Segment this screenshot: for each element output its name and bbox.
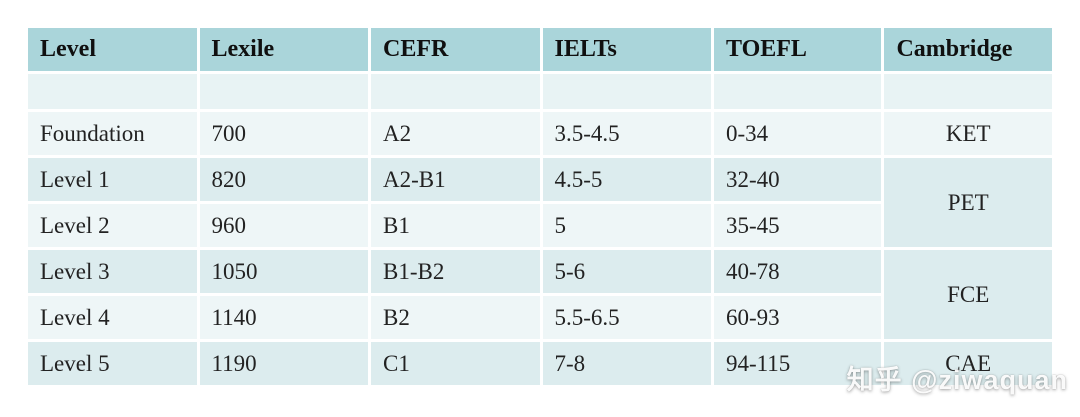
empty-cell bbox=[196, 71, 371, 112]
table-row-foundation: Foundation 700 A2 3.5-4.5 0-34 KET bbox=[25, 109, 1055, 158]
empty-cell bbox=[25, 71, 200, 112]
table-row-level4: Level 4 1140 B2 5.5-6.5 60-93 bbox=[25, 293, 1054, 342]
cell-cefr: B2 bbox=[368, 293, 543, 342]
empty-cell bbox=[710, 71, 885, 112]
col-header-cambridge: Cambridge bbox=[881, 25, 1055, 74]
cell-cefr: B1 bbox=[368, 201, 543, 250]
header-row: Level Lexile CEFR IELTs TOEFL Cambridge bbox=[25, 25, 1055, 74]
level-comparison-table: Level Lexile CEFR IELTs TOEFL Cambridge … bbox=[25, 25, 1055, 388]
table-row-level1: Level 1 820 A2-B1 4.5-5 32-40 PET bbox=[25, 155, 1055, 250]
col-header-level: Level bbox=[25, 25, 200, 74]
cell-lexile: 1140 bbox=[196, 293, 371, 342]
cell-level: Level 2 bbox=[25, 201, 200, 250]
cell-ielts: 5-6 bbox=[539, 247, 714, 296]
empty-cell bbox=[881, 71, 1055, 112]
table-row-level5: Level 5 1190 C1 7-8 94-115 CAE bbox=[25, 339, 1055, 388]
cell-cambridge-fce: FCE bbox=[881, 247, 1055, 342]
col-header-toefl: TOEFL bbox=[710, 25, 885, 74]
cell-cambridge-cae: CAE bbox=[881, 339, 1055, 388]
cell-lexile: 1190 bbox=[196, 339, 371, 388]
cell-cambridge-ket: KET bbox=[881, 109, 1055, 158]
cell-toefl: 0-34 bbox=[710, 109, 885, 158]
cell-level: Level 3 bbox=[25, 247, 200, 296]
cell-cefr: B1-B2 bbox=[368, 247, 543, 296]
cell-toefl: 32-40 bbox=[710, 155, 885, 204]
cell-ielts: 5 bbox=[539, 201, 714, 250]
cell-level: Foundation bbox=[25, 109, 200, 158]
cell-ielts: 7-8 bbox=[539, 339, 714, 388]
col-header-ielts: IELTs bbox=[539, 25, 714, 74]
cell-toefl: 94-115 bbox=[710, 339, 885, 388]
spacer-row bbox=[25, 71, 1055, 112]
empty-cell bbox=[539, 71, 714, 112]
col-header-lexile: Lexile bbox=[196, 25, 371, 74]
col-header-cefr: CEFR bbox=[368, 25, 543, 74]
cell-level: Level 1 bbox=[25, 155, 200, 204]
table-row-level3: Level 3 1050 B1-B2 5-6 40-78 FCE bbox=[25, 247, 1055, 342]
cell-lexile: 1050 bbox=[196, 247, 371, 296]
cell-cefr: C1 bbox=[368, 339, 543, 388]
cell-toefl: 35-45 bbox=[710, 201, 885, 250]
cell-toefl: 60-93 bbox=[710, 293, 885, 342]
cell-lexile: 960 bbox=[196, 201, 371, 250]
table-row-level2: Level 2 960 B1 5 35-45 bbox=[25, 201, 1054, 250]
empty-cell bbox=[368, 71, 543, 112]
cell-lexile: 700 bbox=[196, 109, 371, 158]
cell-ielts: 5.5-6.5 bbox=[539, 293, 714, 342]
cell-ielts: 4.5-5 bbox=[539, 155, 714, 204]
cell-level: Level 5 bbox=[25, 339, 200, 388]
cell-cambridge-pet: PET bbox=[881, 155, 1055, 250]
cell-cefr: A2 bbox=[368, 109, 543, 158]
cell-cefr: A2-B1 bbox=[368, 155, 543, 204]
cell-ielts: 3.5-4.5 bbox=[539, 109, 714, 158]
cell-level: Level 4 bbox=[25, 293, 200, 342]
cell-lexile: 820 bbox=[196, 155, 371, 204]
cell-toefl: 40-78 bbox=[710, 247, 885, 296]
